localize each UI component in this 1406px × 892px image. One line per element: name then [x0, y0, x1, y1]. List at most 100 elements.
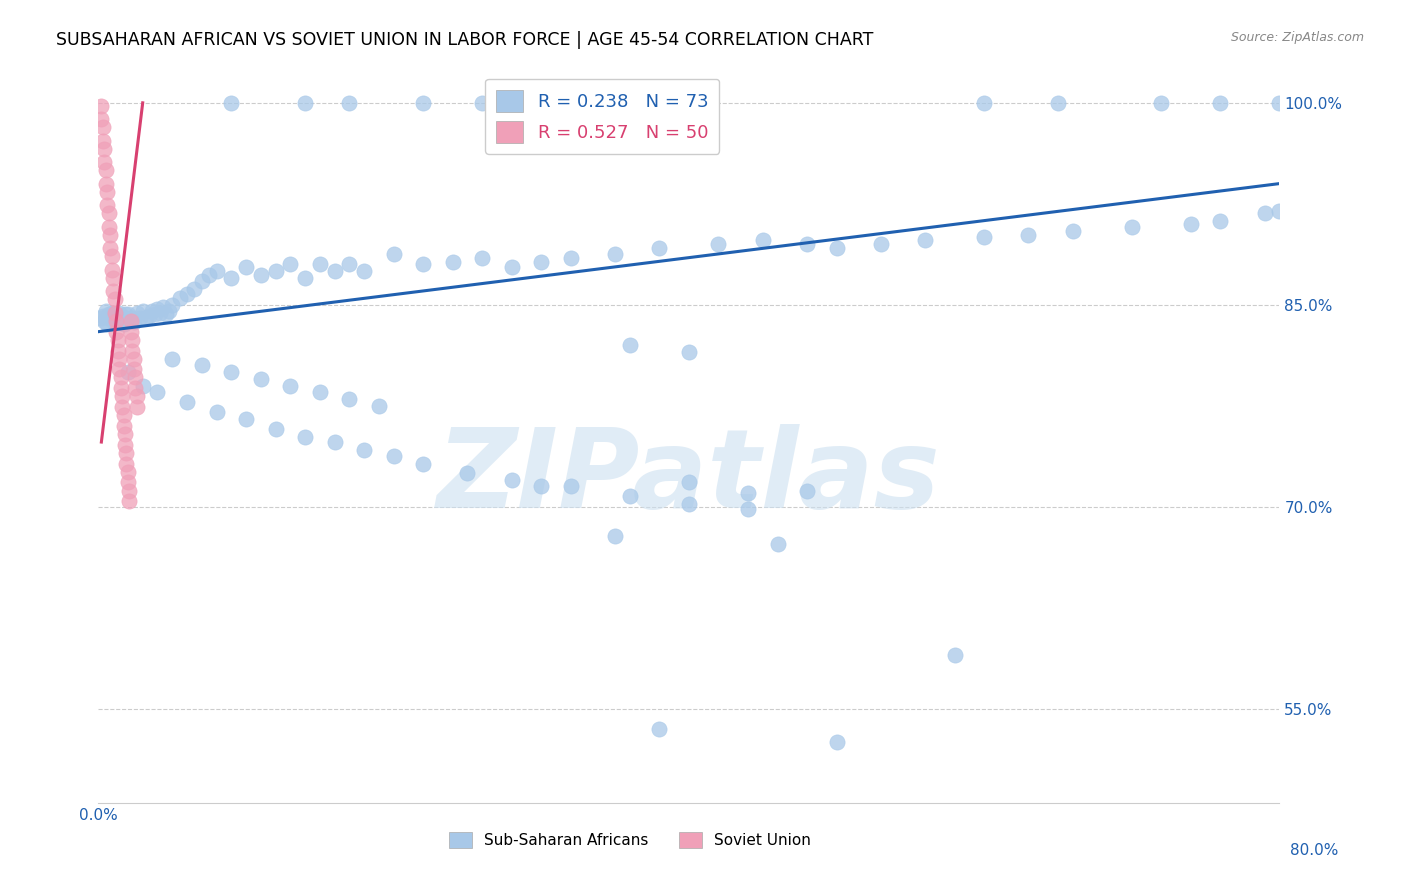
Point [111, 389, 134, 403]
Point [125, 389, 148, 403]
Point [221, 365, 243, 379]
Point [412, 257, 434, 271]
Point [114, 427, 136, 442]
Point [128, 311, 150, 326]
Point [457, 466, 479, 480]
Point [132, 378, 155, 392]
Point [183, 282, 205, 296]
Text: 80.0%: 80.0% [1291, 843, 1339, 858]
Point [100, 262, 122, 277]
Point [1062, 224, 1084, 238]
Point [122, 362, 145, 376]
Point [221, 95, 243, 110]
Point [205, 264, 228, 278]
Point [441, 254, 464, 268]
Point [1254, 206, 1277, 220]
Point [1209, 95, 1232, 110]
Point [198, 268, 221, 282]
Point [93, 155, 115, 169]
Point [250, 372, 273, 386]
Point [118, 494, 141, 508]
Point [91, 134, 114, 148]
Point [97, 219, 120, 234]
Point [382, 246, 405, 260]
Point [235, 260, 257, 274]
Point [104, 293, 127, 307]
Point [339, 95, 361, 110]
Point [796, 237, 818, 252]
Point [191, 359, 214, 373]
Point [737, 502, 759, 516]
Point [114, 307, 136, 321]
Point [94, 304, 117, 318]
Point [1180, 217, 1202, 231]
Point [309, 385, 332, 400]
Point [117, 475, 139, 490]
Point [205, 405, 228, 419]
Point [560, 479, 582, 493]
Point [104, 307, 127, 321]
Point [412, 457, 434, 471]
Point [914, 233, 936, 247]
Point [96, 198, 118, 212]
Point [752, 233, 775, 247]
Point [1018, 227, 1040, 242]
Point [294, 270, 316, 285]
Point [110, 311, 132, 326]
Point [264, 421, 287, 435]
Point [501, 260, 523, 274]
Point [382, 449, 405, 463]
Point [619, 489, 641, 503]
Point [501, 473, 523, 487]
Point [98, 311, 121, 326]
Point [91, 120, 114, 134]
Point [648, 722, 671, 736]
Point [120, 311, 142, 326]
Point [530, 254, 553, 268]
Point [191, 273, 214, 287]
Point [112, 408, 135, 422]
Point [105, 314, 128, 328]
Point [471, 95, 494, 110]
Point [124, 381, 146, 395]
Point [1268, 203, 1291, 218]
Point [707, 237, 730, 252]
Point [97, 307, 120, 321]
Point [105, 310, 128, 324]
Point [1046, 95, 1070, 110]
Text: Source: ZipAtlas.com: Source: ZipAtlas.com [1230, 31, 1364, 45]
Point [648, 241, 671, 255]
Point [103, 270, 125, 285]
Point [97, 206, 120, 220]
Point [94, 163, 117, 178]
Point [1268, 95, 1291, 110]
Point [605, 246, 627, 260]
Point [91, 309, 114, 323]
Point [1121, 219, 1143, 234]
Point [112, 418, 135, 433]
Point [124, 370, 146, 384]
Point [125, 400, 148, 414]
Point [146, 301, 169, 316]
Point [264, 264, 287, 278]
Point [117, 365, 139, 379]
Point [110, 381, 132, 395]
Point [100, 306, 122, 320]
Point [796, 483, 818, 498]
Point [250, 268, 273, 282]
Point [471, 251, 494, 265]
Point [176, 287, 198, 301]
Point [94, 177, 117, 191]
Point [103, 314, 125, 328]
Point [117, 307, 139, 321]
Point [825, 241, 848, 255]
Point [280, 257, 302, 271]
Point [678, 497, 700, 511]
Point [162, 298, 183, 312]
Point [115, 457, 138, 471]
Point [96, 185, 118, 199]
Point [93, 314, 115, 328]
Point [149, 306, 172, 320]
Point [157, 304, 180, 318]
Point [107, 343, 129, 358]
